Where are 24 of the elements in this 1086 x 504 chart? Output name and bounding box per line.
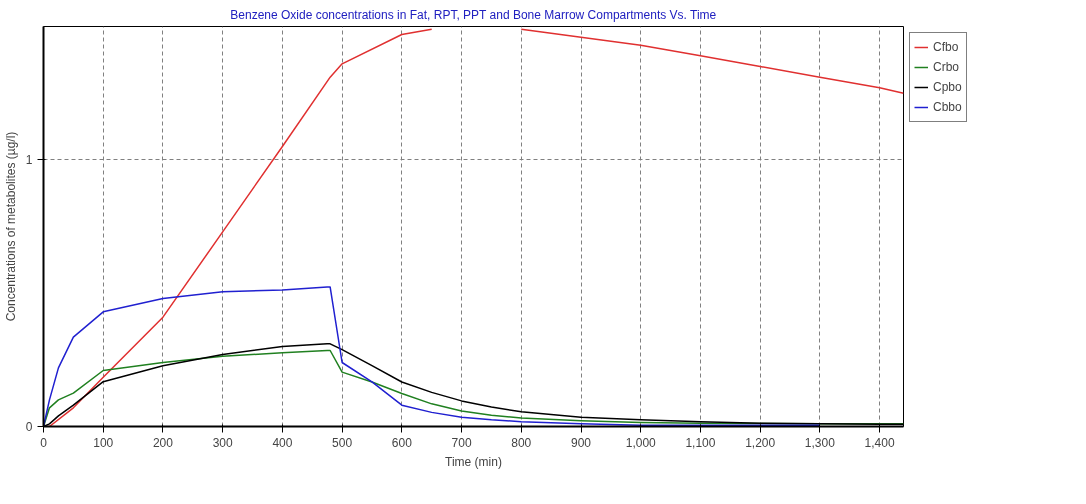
x-tick-label: 100 bbox=[93, 435, 114, 450]
x-tick-label: 1,200 bbox=[745, 435, 776, 450]
legend-label: Cfbo bbox=[933, 40, 959, 54]
x-tick-label: 600 bbox=[391, 435, 413, 450]
chart-title: Benzene Oxide concentrations in Fat, RPT, PPT and Bone Marrow Compartments Vs. Time bbox=[230, 7, 717, 22]
x-tick-label: 1,400 bbox=[864, 435, 895, 450]
line-series bbox=[43, 286, 821, 427]
x-tick-label: 700 bbox=[451, 435, 472, 450]
x-tick-label: 1,300 bbox=[804, 435, 836, 450]
x-tick-label: 800 bbox=[511, 435, 532, 450]
x-axis-title: Time (min) bbox=[445, 454, 502, 469]
x-tick-label: 0 bbox=[40, 435, 48, 450]
y-axis-title: Concentrations of metabolites (µg/l) bbox=[3, 131, 18, 322]
x-tick-label: 300 bbox=[212, 435, 233, 450]
legend-label: Crbo bbox=[933, 60, 960, 74]
legend-label: Cbbo bbox=[933, 100, 962, 114]
legend-label: Cpbo bbox=[933, 80, 962, 94]
x-tick-label: 900 bbox=[570, 435, 592, 450]
x-tick-label: 400 bbox=[272, 435, 293, 450]
y-tick-label: 1 bbox=[25, 153, 33, 168]
x-tick-label: 1,100 bbox=[685, 435, 716, 450]
x-tick-label: 200 bbox=[152, 435, 174, 450]
x-tick-label: 1,000 bbox=[625, 435, 657, 450]
x-tick-label: 500 bbox=[332, 435, 353, 450]
